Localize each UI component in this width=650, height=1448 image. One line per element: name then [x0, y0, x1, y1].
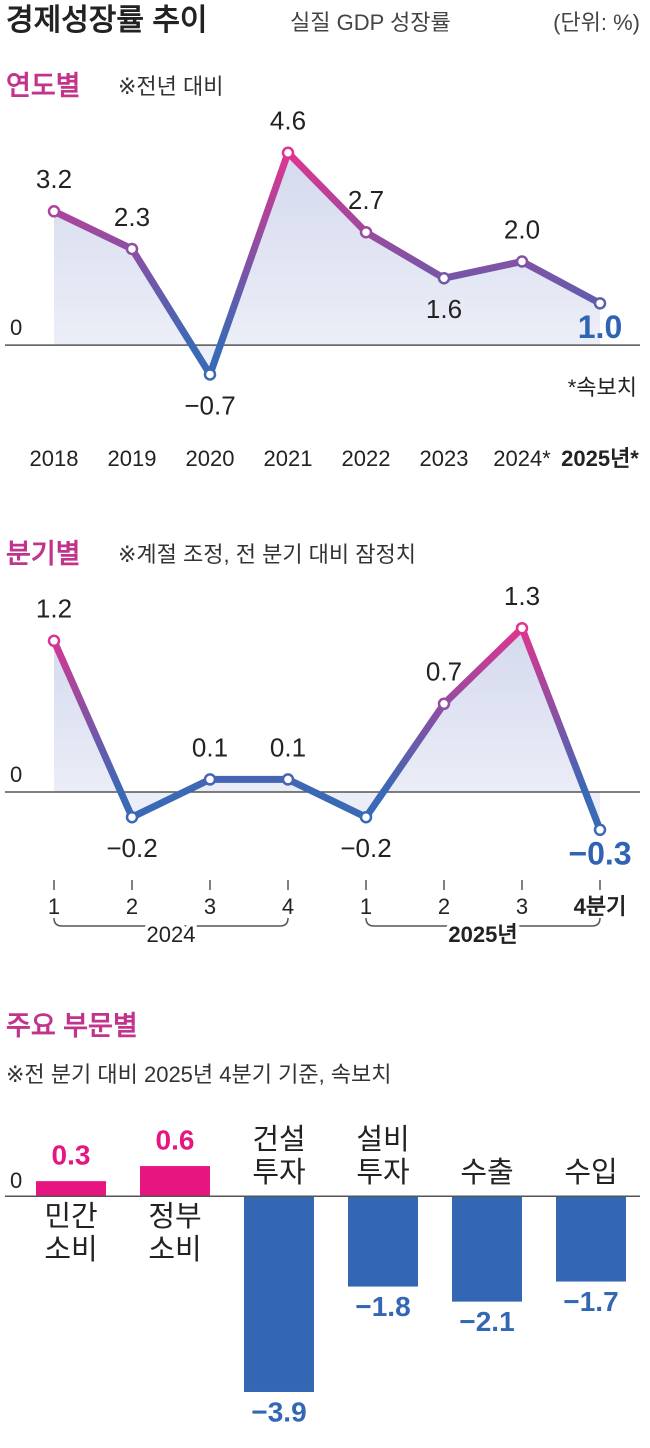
point — [515, 255, 529, 268]
bar — [36, 1181, 106, 1197]
point — [203, 773, 217, 786]
value-label: −0.7 — [184, 390, 235, 420]
x-tick-label: 1 — [360, 894, 372, 919]
x-tick-label: 1 — [48, 894, 60, 919]
value-label: 2.3 — [114, 202, 150, 232]
value-label: 0.1 — [192, 732, 228, 762]
bar — [556, 1196, 626, 1282]
x-tick-label: 2018 — [30, 446, 79, 471]
group-label: 2024 — [147, 922, 196, 947]
group-label: 2025년 — [448, 922, 517, 947]
category-label: 정부 — [148, 1201, 201, 1233]
category-label: 소비 — [148, 1234, 201, 1266]
bar — [348, 1196, 418, 1287]
point — [359, 225, 373, 239]
point — [281, 773, 295, 786]
area — [54, 152, 600, 375]
x-tick-label: 2023 — [420, 446, 469, 471]
point — [47, 205, 61, 218]
area — [54, 628, 600, 830]
bar — [244, 1196, 314, 1392]
value-label: 1.3 — [504, 581, 540, 611]
value-label: −0.2 — [340, 833, 391, 863]
x-tick-label: 4분기 — [574, 894, 627, 919]
point — [437, 697, 451, 711]
y-tick-label: 0 — [10, 1168, 22, 1193]
category-label: 민간 — [44, 1200, 97, 1233]
value-label: 0.1 — [270, 732, 306, 762]
unit: (단위: %) — [553, 10, 640, 35]
point — [437, 271, 451, 285]
category-label: 투자 — [356, 1157, 409, 1189]
x-tick-label: 4 — [282, 894, 294, 919]
category-label: 투자 — [252, 1157, 305, 1189]
section-title: 연도별 — [6, 71, 81, 101]
y-tick-label: 0 — [10, 315, 22, 340]
point — [593, 823, 607, 837]
point — [281, 146, 295, 159]
x-tick-label: 2024* — [493, 446, 551, 471]
value-label: 2.0 — [504, 214, 540, 244]
section-subtitle: ※전 분기 대비 2025년 4분기 기준, 속보치 — [6, 1062, 392, 1087]
x-tick-label: 3 — [516, 894, 528, 919]
subtitle: 실질 GDP 성장률 — [290, 10, 451, 35]
bar — [452, 1196, 522, 1302]
value-label: 1.2 — [36, 594, 72, 624]
value-label: −3.9 — [251, 1396, 306, 1427]
value-label: 0.6 — [156, 1124, 195, 1155]
x-tick-label: 3 — [204, 894, 216, 919]
x-tick-label: 2019 — [108, 446, 157, 471]
y-tick-label: 0 — [10, 762, 22, 787]
value-label: −0.3 — [568, 835, 631, 871]
value-label: 1.6 — [426, 294, 462, 324]
x-tick-label: 2022 — [342, 446, 391, 471]
category-label: 수출 — [460, 1156, 513, 1189]
line — [52, 149, 602, 378]
category-label: 건설 — [252, 1124, 305, 1156]
section-title: 분기별 — [6, 539, 81, 569]
category-label: 수입 — [564, 1156, 617, 1189]
value-label: 0.3 — [52, 1140, 91, 1171]
value-label: −1.7 — [563, 1286, 618, 1317]
value-label: 1.0 — [578, 309, 622, 345]
line — [50, 624, 604, 832]
value-label: −1.8 — [355, 1291, 410, 1322]
x-tick-label: 2 — [438, 894, 450, 919]
value-label: −0.2 — [106, 833, 157, 863]
bar — [140, 1166, 210, 1197]
x-tick-label: 2025년* — [561, 446, 639, 471]
x-tick-label: 2 — [126, 894, 138, 919]
x-tick-label: 2021 — [264, 446, 313, 471]
value-label: 4.6 — [270, 106, 306, 136]
point — [515, 621, 529, 635]
value-label: −2.1 — [459, 1306, 514, 1337]
value-label: 2.7 — [348, 185, 384, 215]
section-subtitle: ※계절 조정, 전 분기 대비 잠정치 — [118, 542, 416, 567]
point — [125, 810, 139, 824]
group-bracket — [365, 917, 601, 927]
value-label: 0.7 — [426, 657, 462, 687]
category-label: 소비 — [44, 1234, 97, 1266]
annotation: *속보치 — [568, 375, 637, 400]
section-subtitle: ※전년 대비 — [118, 74, 224, 99]
point — [125, 242, 139, 256]
title: 경제성장률 추이 — [6, 4, 208, 37]
point — [47, 634, 61, 648]
section-title: 주요 부문별 — [6, 1011, 138, 1041]
group-bracket — [53, 917, 289, 927]
value-label: 3.2 — [36, 164, 72, 194]
point — [203, 368, 217, 381]
category-label: 설비 — [356, 1124, 409, 1156]
x-tick-label: 2020 — [186, 446, 235, 471]
point — [593, 297, 607, 310]
point — [359, 810, 373, 824]
